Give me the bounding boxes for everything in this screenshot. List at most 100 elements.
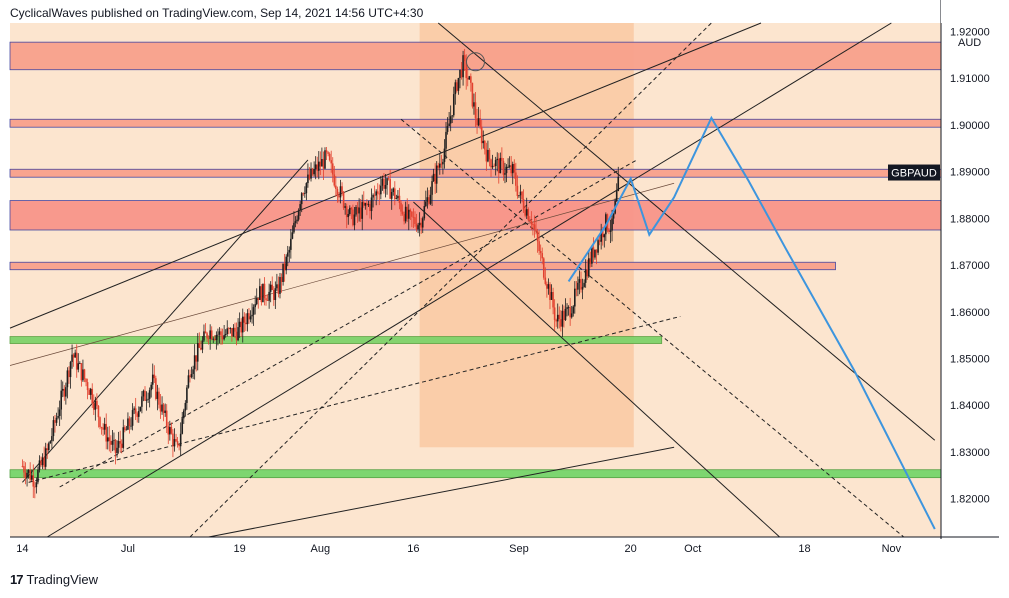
- candle-body: [114, 439, 117, 454]
- candle-body: [567, 307, 570, 309]
- candle-body: [423, 206, 426, 219]
- candle-body: [376, 191, 379, 194]
- candle-body: [392, 188, 395, 193]
- candle-body: [288, 249, 291, 253]
- candle-body: [224, 334, 227, 336]
- candle-body: [192, 369, 194, 375]
- candle-body: [383, 178, 385, 189]
- candle-body: [420, 222, 422, 228]
- candle-body: [406, 206, 409, 219]
- candle-body: [66, 370, 69, 388]
- candle-body: [440, 163, 443, 165]
- x-tick-label: Jul: [121, 543, 135, 555]
- candle-body: [477, 118, 480, 126]
- candle-body: [362, 202, 365, 206]
- candle-body: [386, 178, 388, 186]
- candle-body: [428, 197, 430, 204]
- candle-body: [417, 225, 419, 230]
- candle-body: [195, 355, 197, 362]
- candle-body: [106, 437, 109, 442]
- candle-body: [52, 420, 55, 437]
- candle-body: [80, 363, 83, 381]
- candle-body: [82, 369, 84, 381]
- candle-body: [277, 284, 280, 294]
- candle-body: [262, 283, 264, 303]
- candle-body: [359, 207, 362, 219]
- candle-body: [431, 181, 433, 195]
- candle-body: [578, 279, 581, 283]
- candle-body: [286, 252, 289, 257]
- candle-body: [435, 165, 438, 184]
- candle-body: [196, 343, 199, 362]
- candle-body: [403, 214, 405, 222]
- candle-body: [569, 307, 571, 318]
- candle-body: [58, 409, 61, 416]
- candle-body: [473, 102, 475, 107]
- candle-body: [304, 193, 306, 194]
- candle-body: [220, 331, 222, 336]
- candle-body: [412, 216, 415, 218]
- candle-body: [541, 253, 544, 259]
- tradingview-brand: TradingView: [26, 572, 99, 587]
- candle-body: [167, 426, 170, 435]
- candle-body: [415, 224, 418, 230]
- candle-body: [394, 188, 396, 199]
- candle-body: [317, 161, 320, 171]
- symbol-tag-box: [888, 164, 940, 181]
- candle-body: [227, 328, 230, 330]
- candle-body: [344, 206, 346, 208]
- candle-body: [341, 186, 343, 193]
- candle-body: [159, 404, 162, 412]
- candle-body: [156, 391, 159, 399]
- candle-body: [311, 168, 314, 175]
- candle-body: [591, 247, 593, 264]
- candle-body: [319, 161, 322, 167]
- candle-body: [49, 441, 52, 444]
- candle-body: [79, 363, 81, 365]
- candle-body: [302, 193, 305, 195]
- candle-body: [497, 158, 500, 174]
- candle-body: [265, 298, 267, 301]
- y-tick-label: 1.85000: [950, 354, 990, 366]
- candle-body: [404, 206, 407, 222]
- candle-body: [141, 396, 143, 407]
- candle-body: [290, 238, 292, 250]
- candle-body: [237, 327, 239, 341]
- candle-body: [338, 195, 340, 198]
- candle-body: [226, 328, 229, 335]
- candle-body: [361, 202, 364, 219]
- price-zone-4: [9, 261, 836, 271]
- currency-label: AUD: [958, 37, 981, 49]
- candle-body: [193, 355, 196, 370]
- candle-body: [324, 150, 326, 169]
- y-tick-label: 1.91000: [950, 73, 990, 85]
- candle-body: [587, 258, 590, 277]
- candle-body: [61, 388, 64, 391]
- candle-body: [207, 338, 210, 340]
- candle-body: [38, 460, 41, 470]
- tradingview-footer[interactable]: 17 TradingView: [10, 572, 98, 587]
- candle-body: [617, 176, 620, 192]
- candle-body: [446, 126, 449, 132]
- candle-body: [485, 149, 488, 162]
- candle-body: [175, 439, 177, 442]
- candle-body: [468, 76, 471, 80]
- candle-body: [615, 191, 618, 201]
- candle-body: [574, 288, 576, 307]
- candle-body: [510, 165, 512, 174]
- candle-body: [204, 331, 207, 334]
- candle-body: [235, 331, 238, 341]
- candle-body: [232, 327, 235, 337]
- candle-body: [190, 374, 193, 378]
- y-tick-label: 1.82000: [950, 494, 990, 506]
- trend-line-9: [400, 118, 905, 538]
- candle-body: [300, 193, 303, 205]
- top-marker-circle: [466, 52, 485, 72]
- candle-body: [373, 194, 376, 196]
- candle-body: [116, 447, 118, 454]
- candle-body: [331, 163, 334, 175]
- candle-body: [479, 118, 481, 127]
- y-tick-label: 1.87000: [950, 260, 990, 272]
- candle-body: [355, 206, 357, 215]
